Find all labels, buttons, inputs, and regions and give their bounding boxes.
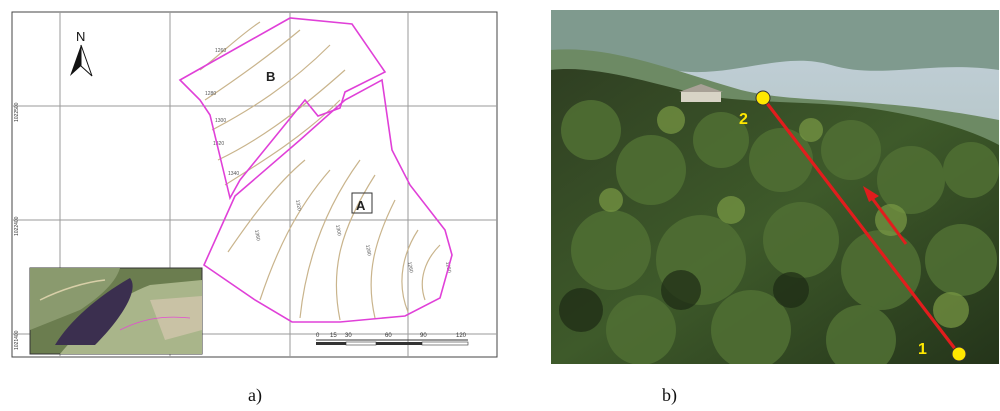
direction-arrow-icon xyxy=(863,186,908,245)
y-axis-label-3: 1021400 xyxy=(14,330,20,350)
zone-a-label: A xyxy=(356,198,366,213)
contour-label: 1280 xyxy=(205,91,216,97)
north-arrow-icon xyxy=(70,44,93,77)
contour-label: 1280 xyxy=(364,244,372,256)
zone-a-boundary xyxy=(202,78,453,323)
contours-zone-a xyxy=(227,159,441,321)
contour-label: 1300 xyxy=(215,118,226,124)
zone-b-label: B xyxy=(266,69,275,84)
slope-photo: 2 1 xyxy=(551,10,999,364)
scale-tick: 120 xyxy=(456,333,467,339)
contour-label: 1260 xyxy=(215,48,226,54)
contour-label: 1360 xyxy=(253,229,261,241)
scale-tick: 60 xyxy=(385,333,392,339)
contour-label: 1340 xyxy=(228,171,239,177)
point-2-marker xyxy=(755,90,771,106)
point-1-label: 1 xyxy=(918,341,927,358)
scale-bar xyxy=(316,339,469,346)
point-1-marker xyxy=(951,346,967,362)
transect-line xyxy=(761,97,961,355)
contours-zone-b xyxy=(199,21,346,186)
zone-a-label-box xyxy=(351,192,373,214)
north-label: N xyxy=(76,29,85,44)
caption-a: a) xyxy=(248,385,262,405)
contour-label: 1260 xyxy=(406,261,414,273)
scale-tick: 90 xyxy=(420,333,427,339)
map-frame xyxy=(11,11,498,358)
point-2-label: 2 xyxy=(739,111,748,128)
contour-label: 1300 xyxy=(334,224,342,236)
contour-label: 1320 xyxy=(294,199,302,211)
scale-tick: 15 xyxy=(330,333,337,339)
caption-b: b) xyxy=(662,385,677,405)
contour-map: N 1022500 1022400 1021400 1260 1280 1300… xyxy=(0,0,500,364)
y-axis-label-1: 1022500 xyxy=(14,102,20,122)
zone-b-boundary xyxy=(178,17,387,201)
y-axis-label-2: 1022400 xyxy=(14,216,20,236)
scale-tick: 30 xyxy=(345,333,352,339)
house xyxy=(679,84,723,102)
satellite-inset xyxy=(29,267,203,355)
scale-tick: 0 xyxy=(316,333,320,339)
contour-label: 1320 xyxy=(213,141,224,147)
